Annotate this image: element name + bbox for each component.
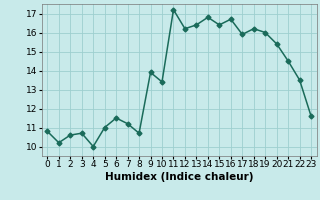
X-axis label: Humidex (Indice chaleur): Humidex (Indice chaleur) xyxy=(105,172,253,182)
